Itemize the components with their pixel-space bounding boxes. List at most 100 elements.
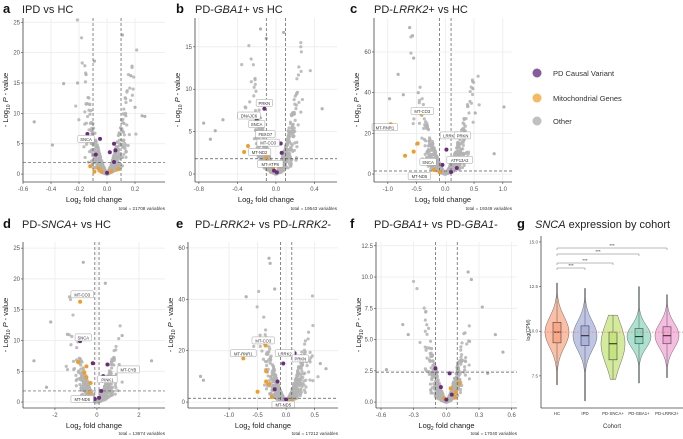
point-other (133, 105, 137, 109)
y-tick-label: 12.5 (529, 284, 538, 289)
point-other (84, 72, 88, 77)
point-other (108, 391, 112, 396)
point-other (423, 329, 427, 333)
point-other (124, 97, 128, 101)
point-other (459, 355, 463, 359)
point-other (273, 287, 277, 291)
point-other (305, 363, 309, 368)
point-mitochondrial (96, 166, 101, 171)
gene-label: PRKN (457, 133, 469, 138)
gene-label: PRKN (295, 356, 307, 361)
point-other (98, 158, 103, 162)
y-axis-title-rest: - value (352, 73, 361, 98)
y-tick-label: 0 (17, 400, 21, 406)
panel-letter: f (350, 216, 355, 231)
point-causal-variant (105, 170, 110, 175)
significance-label: *** (568, 263, 574, 268)
point-other (79, 367, 83, 371)
legend-label: Mitochondrial Genes (553, 94, 622, 103)
point-other (83, 155, 87, 160)
point-other (253, 108, 258, 113)
point-other (109, 382, 113, 386)
point-other (296, 123, 300, 127)
gene-label-box (237, 111, 261, 120)
y-axis-title: - Log10 P - value (354, 298, 365, 352)
x-tick-label: -0.6 (376, 413, 387, 419)
x-tick-label: 0.5 (470, 187, 479, 193)
point-causal-variant (272, 387, 277, 392)
point-other (114, 157, 118, 162)
point-other (116, 133, 120, 138)
x-axis-title-main: Log (66, 421, 79, 430)
panel-title: IPD vs HC (22, 4, 73, 16)
point-other (294, 390, 298, 394)
point-other (253, 76, 257, 81)
point-other (124, 155, 128, 159)
point-other (431, 371, 435, 375)
point-other (427, 155, 431, 159)
gene-label-box (77, 135, 95, 143)
point-other (463, 365, 467, 369)
y-tick-label: 5 (17, 142, 21, 148)
point-other (117, 138, 121, 142)
point-other (436, 396, 440, 400)
point-causal-variant (97, 395, 102, 400)
point-other (288, 120, 293, 124)
panel-title-part: + vs HC (428, 4, 467, 16)
point-other (265, 360, 269, 364)
point-other (198, 374, 203, 378)
point-other (90, 159, 94, 163)
total-variables-caption: total = 13674 variables (119, 431, 166, 436)
panel-title-part: GBA1 (465, 219, 494, 231)
point-other (411, 121, 415, 126)
point-other (103, 281, 107, 285)
x-axis-title: Log2 fold change (235, 421, 291, 432)
point-other (467, 363, 471, 367)
x-tick-label: -1.0 (383, 187, 394, 193)
panel-title-part: - (327, 219, 331, 231)
point-other (473, 111, 477, 115)
point-other (292, 98, 296, 102)
legend-swatch-icon (532, 68, 542, 78)
point-mitochondrial (269, 394, 274, 399)
point-other (74, 384, 78, 388)
point-mitochondrial (109, 169, 114, 174)
point-other (122, 138, 126, 142)
y-tick-label: 25 (13, 20, 20, 26)
point-other (434, 374, 438, 379)
point-other (32, 120, 36, 124)
total-variables-caption: total = 19543 variables (291, 206, 338, 211)
point-other (83, 110, 87, 114)
point-other (289, 164, 293, 168)
point-other (71, 359, 76, 363)
point-other (455, 150, 459, 155)
point-mitochondrial (242, 149, 247, 154)
panel-title-part: + vs HC (72, 219, 111, 231)
y-tick-label: 15.0 (529, 240, 538, 245)
point-other (124, 114, 128, 118)
point-other (79, 359, 83, 363)
point-other (88, 112, 92, 116)
y-tick-label: 10.0 (529, 329, 538, 334)
point-mitochondrial (245, 144, 250, 149)
point-mitochondrial (99, 169, 104, 174)
point-other (255, 305, 259, 309)
total-variables-caption: total = 21708 variables (119, 206, 166, 211)
y-axis-title-rest: - value (1, 73, 10, 98)
point-other (296, 73, 301, 77)
panel-letter: e (176, 216, 183, 231)
gene-label: LRRK2 (443, 133, 457, 138)
point-other (95, 143, 99, 147)
point-other (68, 297, 73, 302)
point-other (124, 149, 128, 154)
point-other (417, 101, 421, 105)
gene-label-box (446, 156, 473, 164)
point-mitochondrial (403, 153, 408, 158)
point-causal-variant (279, 150, 284, 155)
point-other (467, 324, 471, 328)
point-mitochondrial (457, 381, 462, 386)
x-tick-label: HC (554, 411, 560, 416)
point-other (89, 148, 93, 152)
